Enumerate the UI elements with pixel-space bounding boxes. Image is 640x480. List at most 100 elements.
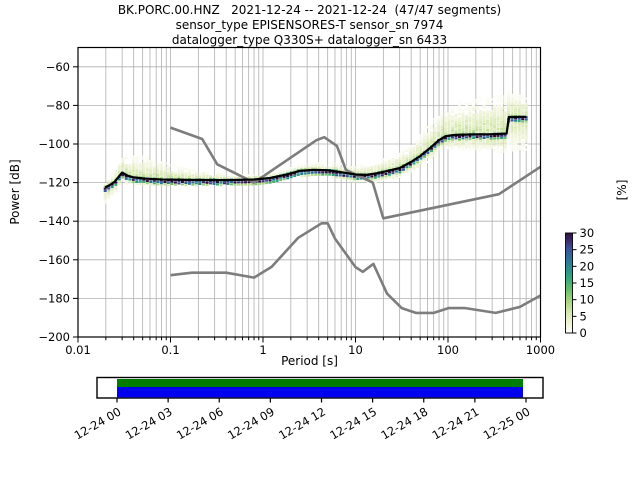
density-cell — [142, 173, 146, 176]
density-cell — [422, 144, 426, 147]
colorbar-slice — [565, 297, 573, 300]
density-cell — [300, 163, 304, 166]
density-cell — [212, 182, 216, 185]
density-cell — [110, 188, 114, 191]
density-cell — [482, 125, 486, 128]
density-cell — [437, 127, 440, 130]
density-cell — [163, 169, 167, 172]
density-cell — [444, 141, 447, 144]
density-cell — [286, 174, 290, 177]
density-cell — [373, 176, 377, 179]
density-cell — [451, 136, 454, 139]
density-cell — [359, 170, 363, 173]
density-cell — [489, 142, 493, 145]
density-cell — [472, 127, 476, 130]
density-cell — [479, 123, 483, 126]
density-cell — [454, 139, 458, 142]
density-cell — [124, 182, 128, 185]
density-cell — [114, 174, 118, 177]
density-cell — [114, 177, 118, 180]
density-cell — [328, 162, 332, 165]
density-cell — [517, 103, 521, 106]
density-cell — [468, 130, 472, 133]
density-cell — [279, 179, 283, 182]
density-cell — [384, 177, 388, 180]
density-cell — [219, 172, 223, 175]
density-cell — [524, 113, 528, 116]
density-cell — [500, 125, 504, 128]
density-cell — [282, 178, 286, 181]
density-cell — [317, 166, 321, 169]
density-cell — [272, 180, 276, 183]
density-cell — [430, 126, 433, 129]
density-cell — [503, 141, 507, 144]
density-cell — [219, 184, 223, 187]
density-cell — [493, 128, 497, 131]
density-cell — [482, 120, 486, 123]
density-cell — [412, 164, 416, 167]
density-cell — [384, 165, 388, 168]
density-cell — [380, 169, 384, 172]
density-cell — [422, 130, 426, 133]
density-cell — [394, 163, 398, 166]
density-cell — [440, 131, 444, 134]
density-cell — [440, 142, 444, 145]
density-cell — [212, 180, 216, 183]
density-cell — [489, 109, 493, 112]
density-cell — [517, 96, 521, 99]
x-tick-label: 0.01 — [65, 343, 91, 357]
density-cell — [447, 112, 451, 115]
density-cell — [145, 179, 149, 182]
density-cell — [159, 179, 163, 182]
density-cell — [489, 98, 493, 101]
density-cell — [493, 148, 497, 151]
density-cell — [524, 104, 528, 107]
density-cell — [479, 139, 483, 142]
density-cell — [103, 196, 107, 199]
density-cell — [500, 144, 504, 147]
density-cell — [156, 167, 160, 170]
density-cell — [482, 129, 486, 132]
density-cell — [468, 112, 472, 115]
density-cell — [138, 180, 142, 183]
density-cell — [128, 166, 132, 169]
density-cell — [124, 166, 128, 169]
density-cell — [500, 100, 504, 103]
density-cell — [187, 180, 191, 183]
density-cell — [370, 170, 374, 173]
density-cell — [510, 112, 514, 115]
density-cell — [503, 136, 507, 139]
density-cell — [226, 175, 230, 178]
density-cell — [517, 129, 521, 132]
density-cell — [184, 184, 188, 187]
density-cell — [493, 144, 497, 147]
density-cell — [405, 166, 409, 169]
density-cell — [230, 176, 233, 179]
density-cell — [363, 172, 367, 175]
density-cell — [454, 132, 458, 135]
density-cell — [342, 170, 346, 173]
density-cell — [373, 174, 377, 177]
density-cell — [177, 180, 181, 183]
density-cell — [422, 160, 426, 163]
density-cell — [173, 176, 177, 179]
density-cell — [314, 164, 318, 167]
density-cell — [412, 153, 416, 156]
density-cell — [507, 90, 511, 93]
density-cell — [352, 171, 356, 174]
density-cell — [461, 116, 465, 119]
density-cell — [114, 186, 118, 189]
density-cell — [408, 163, 412, 166]
density-cell — [114, 188, 118, 191]
density-cell — [433, 145, 437, 148]
colorbar-slice — [565, 307, 573, 310]
density-cell — [430, 143, 433, 146]
density-cell — [482, 106, 486, 109]
density-cell — [500, 141, 504, 144]
colorbar-slice — [565, 243, 573, 246]
density-cell — [475, 122, 479, 125]
density-cell — [489, 114, 493, 117]
density-cell — [430, 152, 433, 155]
